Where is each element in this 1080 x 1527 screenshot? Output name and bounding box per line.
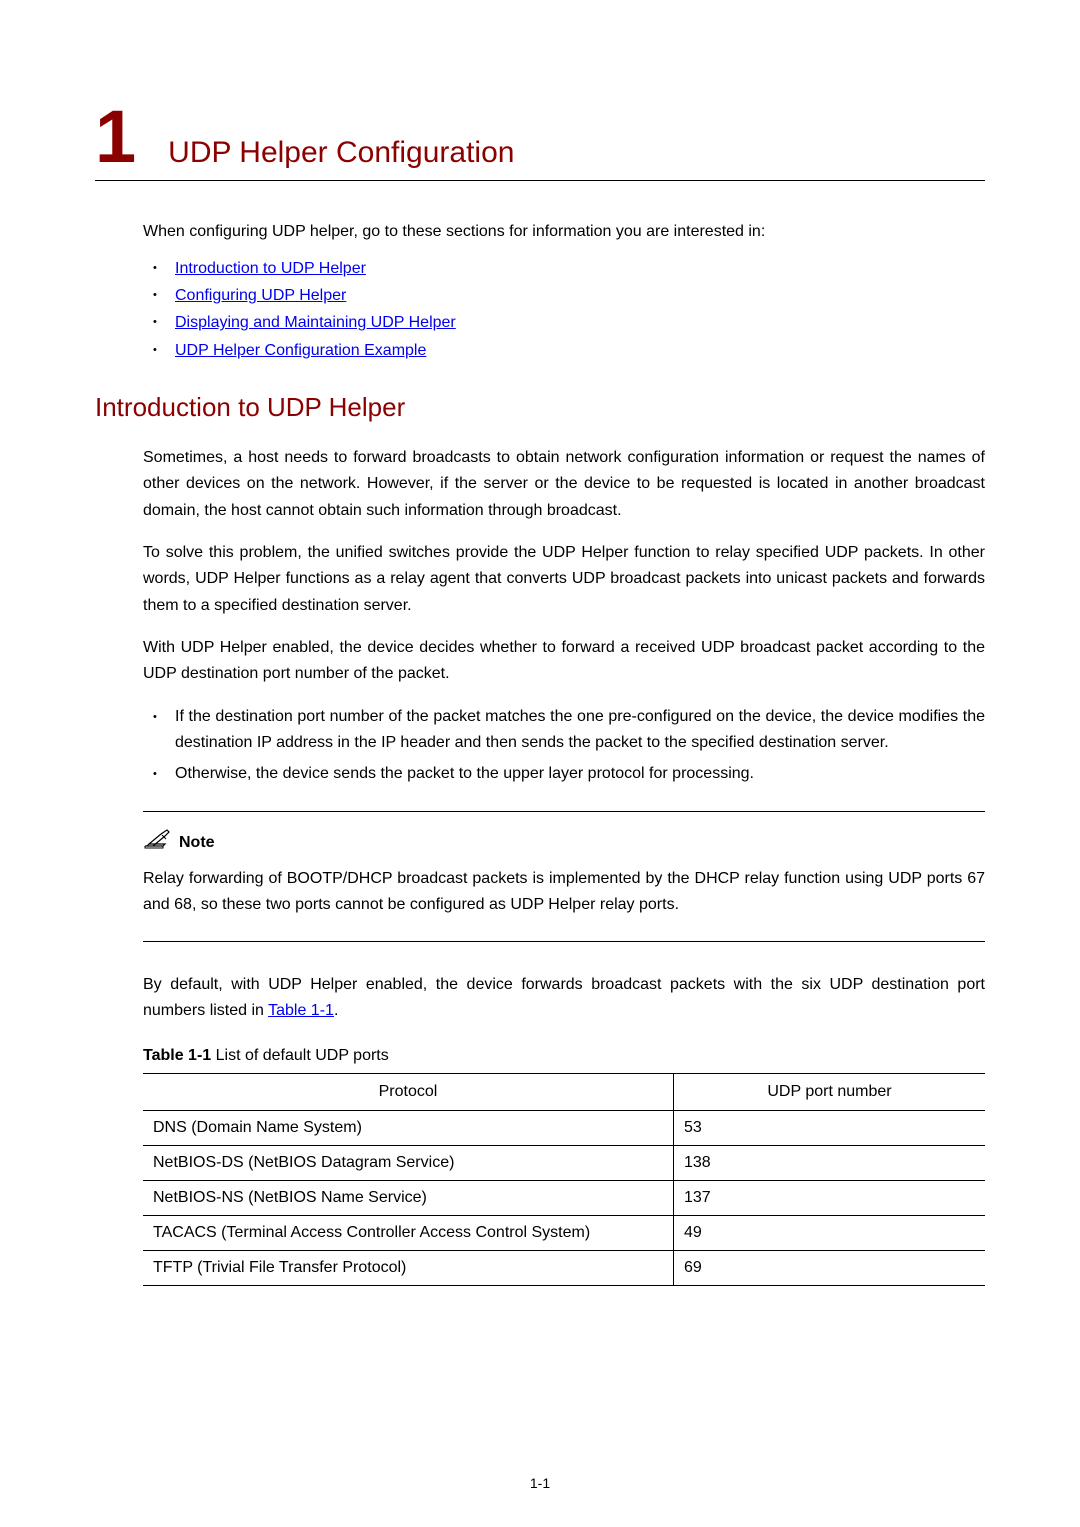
toc-link-maintaining[interactable]: Displaying and Maintaining UDP Helper	[175, 314, 456, 331]
toc-item: UDP Helper Configuration Example	[143, 337, 985, 364]
section-heading: Introduction to UDP Helper	[95, 392, 985, 423]
udp-ports-table: Protocol UDP port number DNS (Domain Nam…	[143, 1073, 985, 1286]
table-cell-port: 49	[673, 1215, 985, 1250]
toc-item: Displaying and Maintaining UDP Helper	[143, 309, 985, 336]
table-cell-port: 53	[673, 1110, 985, 1145]
bullet-item: If the destination port number of the pa…	[143, 704, 985, 757]
body-paragraph: To solve this problem, the unified switc…	[143, 540, 985, 619]
post-note-paragraph: By default, with UDP Helper enabled, the…	[143, 972, 985, 1025]
toc-list: Introduction to UDP Helper Configuring U…	[143, 255, 985, 364]
table-cell-protocol: NetBIOS-DS (NetBIOS Datagram Service)	[143, 1145, 673, 1180]
table-ref-link[interactable]: Table 1-1	[268, 1002, 334, 1019]
toc-item: Configuring UDP Helper	[143, 282, 985, 309]
body-paragraph: Sometimes, a host needs to forward broad…	[143, 445, 985, 524]
toc-link-example[interactable]: UDP Helper Configuration Example	[175, 342, 426, 359]
note-block: Note Relay forwarding of BOOTP/DHCP broa…	[143, 811, 985, 942]
table-cell-protocol: DNS (Domain Name System)	[143, 1110, 673, 1145]
table-header-port: UDP port number	[673, 1073, 985, 1110]
table-header-protocol: Protocol	[143, 1073, 673, 1110]
feature-bullets: If the destination port number of the pa…	[143, 704, 985, 787]
table-row: DNS (Domain Name System)53	[143, 1110, 985, 1145]
table-cell-protocol: TFTP (Trivial File Transfer Protocol)	[143, 1250, 673, 1285]
chapter-number: 1	[95, 100, 134, 174]
post-note-after: .	[334, 1002, 338, 1019]
bullet-item: Otherwise, the device sends the packet t…	[143, 761, 985, 787]
table-caption-prefix: Table 1-1	[143, 1047, 211, 1064]
table-cell-protocol: TACACS (Terminal Access Controller Acces…	[143, 1215, 673, 1250]
toc-item: Introduction to UDP Helper	[143, 255, 985, 282]
table-cell-port: 137	[673, 1180, 985, 1215]
note-text: Relay forwarding of BOOTP/DHCP broadcast…	[143, 866, 985, 919]
page-number: 1-1	[0, 1475, 1080, 1491]
table-caption: Table 1-1 List of default UDP ports	[143, 1047, 985, 1065]
intro-paragraph: When configuring UDP helper, go to these…	[143, 223, 985, 241]
chapter-title: UDP Helper Configuration	[168, 136, 514, 170]
body-paragraph: With UDP Helper enabled, the device deci…	[143, 635, 985, 688]
table-header-row: Protocol UDP port number	[143, 1073, 985, 1110]
note-icon	[143, 828, 175, 852]
table-cell-port: 69	[673, 1250, 985, 1285]
note-label: Note	[179, 834, 215, 852]
table-row: NetBIOS-DS (NetBIOS Datagram Service)138	[143, 1145, 985, 1180]
table-cell-protocol: NetBIOS-NS (NetBIOS Name Service)	[143, 1180, 673, 1215]
table-row: TACACS (Terminal Access Controller Acces…	[143, 1215, 985, 1250]
table-row: TFTP (Trivial File Transfer Protocol)69	[143, 1250, 985, 1285]
table-row: NetBIOS-NS (NetBIOS Name Service)137	[143, 1180, 985, 1215]
table-cell-port: 138	[673, 1145, 985, 1180]
toc-link-configuring[interactable]: Configuring UDP Helper	[175, 287, 346, 304]
table-caption-text: List of default UDP ports	[216, 1047, 389, 1064]
chapter-header: 1 UDP Helper Configuration	[95, 100, 985, 181]
toc-link-intro[interactable]: Introduction to UDP Helper	[175, 260, 366, 277]
note-header: Note	[143, 828, 985, 852]
